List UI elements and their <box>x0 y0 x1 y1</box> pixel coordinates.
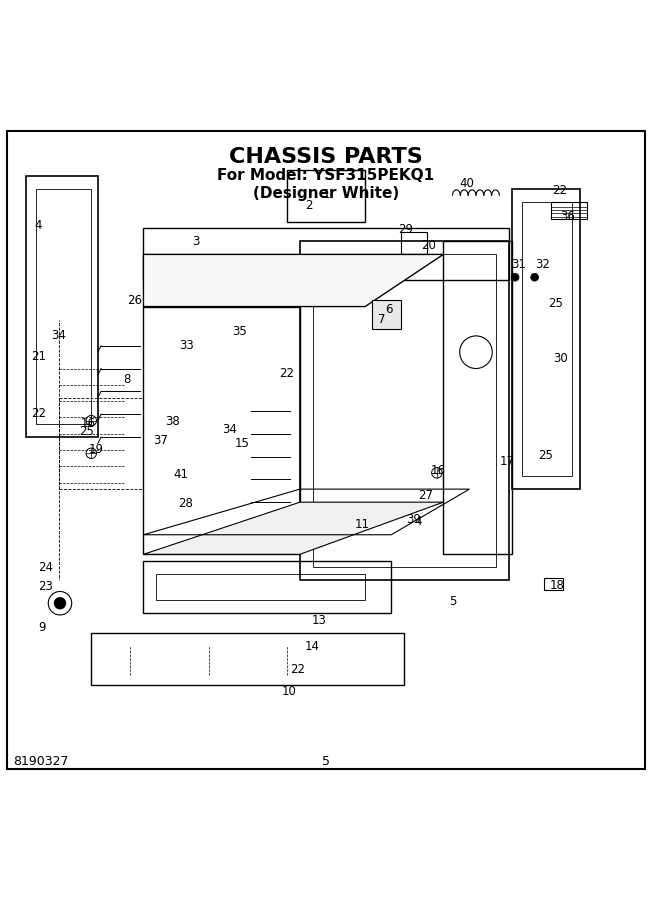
Text: 15: 15 <box>235 437 250 450</box>
Text: 40: 40 <box>460 177 474 191</box>
Text: 5: 5 <box>322 755 330 769</box>
Text: 32: 32 <box>535 258 550 271</box>
Text: 2: 2 <box>305 199 313 212</box>
Text: 20: 20 <box>421 239 436 252</box>
Text: 1: 1 <box>322 188 330 201</box>
Text: 25: 25 <box>539 449 553 462</box>
Circle shape <box>54 598 66 609</box>
Text: 6: 6 <box>385 303 393 316</box>
Text: 8190327: 8190327 <box>13 755 68 769</box>
Bar <box>401 231 427 255</box>
Text: 34: 34 <box>52 328 66 342</box>
Text: 17: 17 <box>499 455 515 468</box>
Bar <box>551 202 587 219</box>
Polygon shape <box>143 255 443 307</box>
Text: 24: 24 <box>38 561 53 574</box>
Text: 34: 34 <box>222 423 237 436</box>
Text: 25: 25 <box>548 298 563 310</box>
Text: 13: 13 <box>312 615 327 627</box>
Text: (Designer White): (Designer White) <box>253 186 399 201</box>
Text: 7: 7 <box>378 313 385 326</box>
Bar <box>300 241 509 580</box>
Bar <box>313 255 496 567</box>
Text: 36: 36 <box>560 210 574 223</box>
Text: 22: 22 <box>31 407 47 420</box>
Text: 27: 27 <box>418 489 434 502</box>
Text: 10: 10 <box>282 685 297 698</box>
Bar <box>156 574 365 600</box>
Circle shape <box>511 274 519 281</box>
Text: CHASSIS PARTS: CHASSIS PARTS <box>229 147 423 166</box>
Text: 5: 5 <box>449 595 456 608</box>
Polygon shape <box>143 502 443 554</box>
Text: 21: 21 <box>31 349 47 363</box>
Text: 35: 35 <box>233 325 247 338</box>
Text: 33: 33 <box>179 339 194 352</box>
Text: 30: 30 <box>554 352 568 365</box>
Text: 8: 8 <box>123 374 131 386</box>
Text: 22: 22 <box>289 663 305 676</box>
Text: 14: 14 <box>304 641 320 653</box>
Circle shape <box>531 274 539 281</box>
Text: For Model: YSF315PEKQ1: For Model: YSF315PEKQ1 <box>217 168 435 184</box>
Text: 39: 39 <box>407 513 421 526</box>
Text: 38: 38 <box>166 415 180 428</box>
Text: 18: 18 <box>550 579 564 592</box>
Text: 23: 23 <box>38 580 53 593</box>
Text: 28: 28 <box>179 497 193 510</box>
Text: 22: 22 <box>279 367 295 380</box>
Text: 41: 41 <box>173 468 189 481</box>
Text: 31: 31 <box>512 258 526 271</box>
Bar <box>544 579 563 590</box>
Text: 16: 16 <box>430 464 446 477</box>
Text: 4: 4 <box>34 219 42 231</box>
Text: 29: 29 <box>398 223 413 236</box>
Text: 19: 19 <box>89 444 104 456</box>
Text: 22: 22 <box>552 184 567 197</box>
Text: 26: 26 <box>127 293 143 307</box>
Text: 11: 11 <box>355 518 370 532</box>
Text: 37: 37 <box>153 435 168 447</box>
Text: 25: 25 <box>79 425 93 438</box>
Bar <box>372 300 401 329</box>
Text: 9: 9 <box>38 621 46 634</box>
Text: 16: 16 <box>80 418 96 430</box>
Text: 4: 4 <box>414 515 422 528</box>
Text: 3: 3 <box>192 235 200 248</box>
